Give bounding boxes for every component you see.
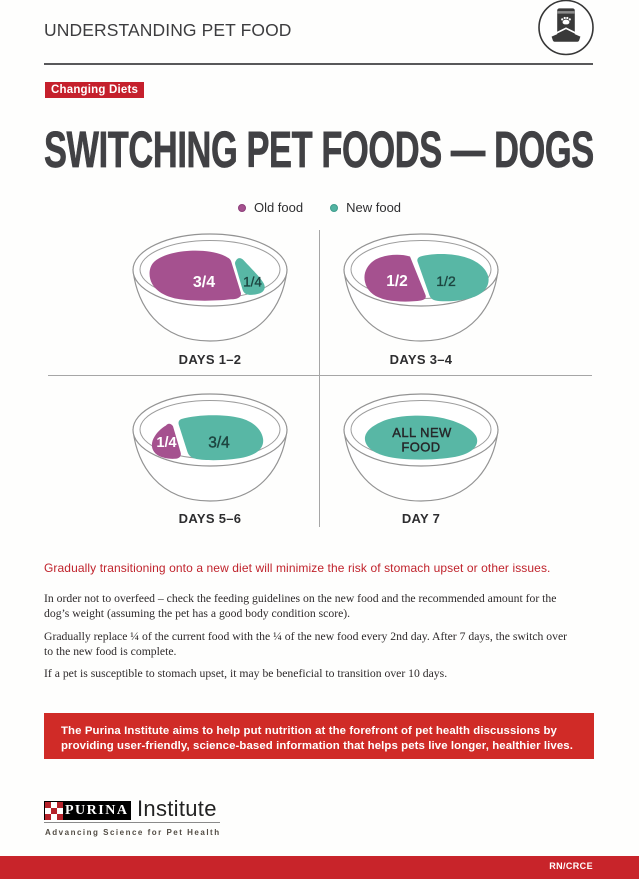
- svg-text:ALL NEW: ALL NEW: [392, 425, 452, 440]
- svg-text:1/2: 1/2: [436, 273, 456, 289]
- svg-text:3/4: 3/4: [193, 274, 215, 291]
- svg-text:3/4: 3/4: [208, 435, 230, 452]
- svg-text:1/4: 1/4: [243, 275, 262, 290]
- svg-text:FOOD: FOOD: [401, 440, 440, 455]
- svg-text:1/4: 1/4: [156, 435, 176, 451]
- svg-text:1/2: 1/2: [386, 273, 408, 290]
